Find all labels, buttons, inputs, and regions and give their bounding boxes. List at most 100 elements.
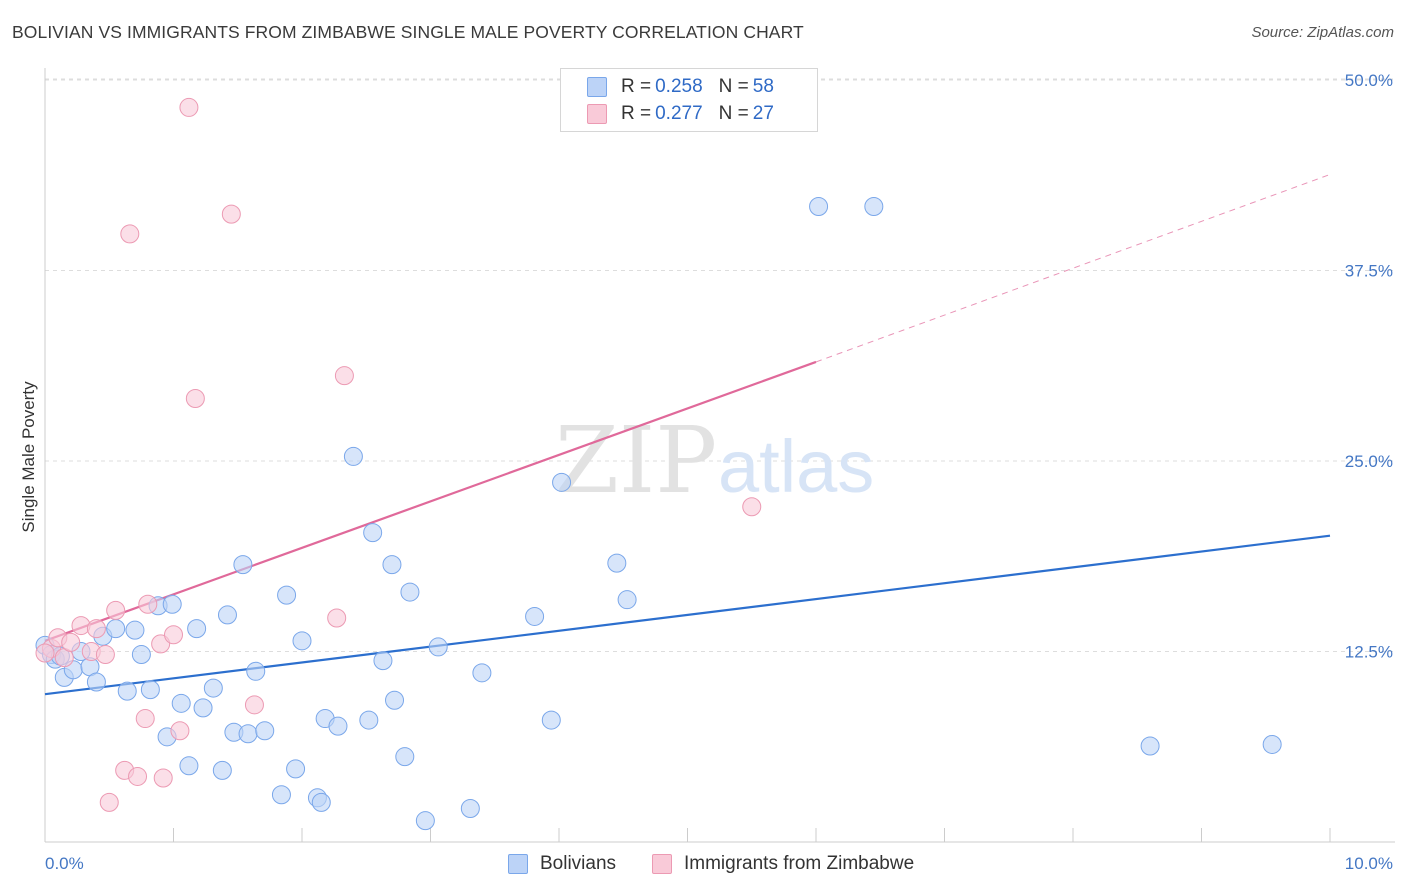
bolivians-point [86,672,106,692]
zimbabwe-point [179,97,199,117]
legend-item-zimbabwe[interactable]: Immigrants from Zimbabwe [652,852,914,876]
bolivians-point [359,710,379,730]
bolivians-point [212,760,232,780]
bolivians-point [472,663,492,683]
bolivians-point [106,619,126,639]
bolivians-legend-label: Bolivians [540,853,617,874]
stats-legend: R = 0.258 N = 58 R = 0.277 N = 27 [560,68,818,132]
bolivians-point [415,811,435,831]
zimbabwe-point [244,695,264,715]
y-tick-label: 37.5% [1345,262,1393,281]
bolivians-point [809,196,829,216]
bolivians-point [607,553,627,573]
zimbabwe-point [742,497,762,517]
zimbabwe-point [99,792,119,812]
bolivians-point [400,582,420,602]
stats-legend-row-bolivians: R = 0.258 N = 58 [587,75,774,99]
bolivians-point [525,606,545,626]
bolivians-point [238,724,258,744]
bolivians-point [271,785,291,805]
zimbabwe-point [135,709,155,729]
bolivians-point [385,690,405,710]
bolivians-point [395,747,415,767]
bolivians-point [292,631,312,651]
bolivians-point [171,693,191,713]
y-tick-label: 50.0% [1345,71,1393,90]
bolivians-point [864,196,884,216]
bolivians-point [233,555,253,575]
y-axis-title: Single Male Poverty [19,381,38,533]
zimbabwe-point [327,608,347,628]
bolivians-point [217,605,237,625]
bolivians-point [203,678,223,698]
watermark-zip: ZIP [555,407,717,514]
zimbabwe-point [71,616,91,636]
zimbabwe-point [120,224,140,244]
bolivians-point [541,710,561,730]
zimbabwe-point [221,204,241,224]
r-value: 0.258 [655,76,703,97]
zimbabwe-point [61,632,81,652]
n-value: 58 [752,76,774,97]
bolivians-point [246,661,266,681]
zimbabwe-point [185,389,205,409]
bolivians-point [617,590,637,610]
zimbabwe-point [106,600,126,620]
x-tick-labels: 0.0% 10.0% [45,854,1393,873]
bolivians-point [460,798,480,818]
bolivians-point [328,716,348,736]
zimbabwe-point [138,594,158,614]
bolivians-point [382,555,402,575]
axes [44,68,1395,843]
zimbabwe-swatch [587,104,607,124]
zimbabwe-point [95,645,115,665]
zimbabwe-point [35,643,55,663]
bolivians-point [255,721,275,741]
r-value: 0.277 [655,103,703,124]
zimbabwe-point [86,619,106,639]
bolivians-point [140,680,160,700]
bolivians-point [162,594,182,614]
zimbabwe-legend-swatch [652,854,672,874]
bolivians-swatch [587,77,607,97]
watermark: ZIP atlas [555,407,874,514]
bolivians-point [117,681,137,701]
zimbabwe-point [153,768,173,788]
n-label: N = [718,76,749,97]
n-label: N = [718,103,749,124]
r-label: R = [621,76,652,97]
bolivians-legend-swatch [508,854,528,874]
stats-legend-row-zimbabwe: R = 0.277 N = 27 [587,102,774,126]
bolivians-point [277,585,297,605]
bolivians-point [193,698,213,718]
bolivians-point [363,523,383,543]
zimbabwe-point [151,634,171,654]
y-tick-label: 12.5% [1345,643,1393,662]
x-tick-label: 10.0% [1345,854,1393,873]
bolivians-point [125,620,145,640]
bolivians-point [311,792,331,812]
zimbabwe-legend-label: Immigrants from Zimbabwe [684,853,915,874]
zimbabwe-point [128,766,148,786]
zimbabwe-point [334,366,354,386]
zimbabwe-trend-line-extension [815,174,1331,363]
zimbabwe-point [164,625,183,645]
bolivians-point [428,637,448,657]
legend-item-bolivians[interactable]: Bolivians [508,852,616,876]
r-label: R = [621,103,652,124]
bolivians-point [343,446,363,466]
y-tick-labels: 12.5% 25.0% 37.5% 50.0% [1345,71,1393,662]
bolivians-point [187,619,207,639]
bolivians-point [552,472,572,492]
bolivians-point [179,756,199,776]
y-tick-label: 25.0% [1345,452,1393,471]
zimbabwe-trend-line [44,360,817,642]
source-label: Source: ZipAtlas.com [1251,24,1394,41]
bolivians-point [286,759,306,779]
watermark-atlas: atlas [718,425,874,508]
n-value: 27 [752,103,774,124]
zimbabwe-point [170,721,190,741]
y-axis-title-group: Single Male Poverty [19,381,38,533]
bolivians-point [1140,736,1160,756]
